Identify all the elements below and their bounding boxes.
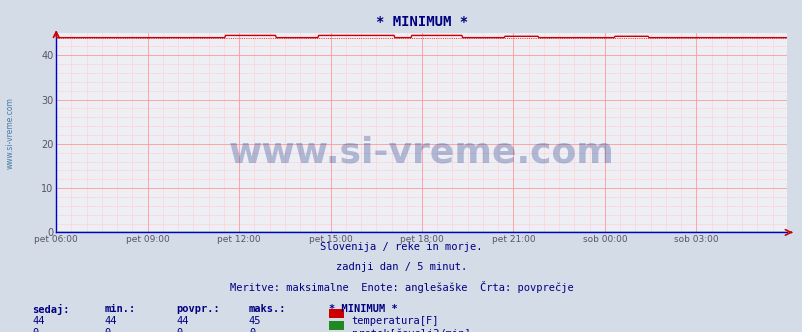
Text: 0: 0 xyxy=(176,328,183,332)
Text: Slovenija / reke in morje.: Slovenija / reke in morje. xyxy=(320,242,482,252)
Text: 45: 45 xyxy=(249,316,261,326)
Text: www.si-vreme.com: www.si-vreme.com xyxy=(6,97,15,169)
Text: 44: 44 xyxy=(32,316,45,326)
Text: Meritve: maksimalne  Enote: anglešaške  Črta: povprečje: Meritve: maksimalne Enote: anglešaške Čr… xyxy=(229,281,573,293)
Text: povpr.:: povpr.: xyxy=(176,304,220,314)
Text: temperatura[F]: temperatura[F] xyxy=(351,316,439,326)
Text: 44: 44 xyxy=(176,316,189,326)
Text: 0: 0 xyxy=(104,328,111,332)
Text: 0: 0 xyxy=(249,328,255,332)
Text: zadnji dan / 5 minut.: zadnji dan / 5 minut. xyxy=(335,262,467,272)
Title: * MINIMUM *: * MINIMUM * xyxy=(375,15,467,29)
Text: 44: 44 xyxy=(104,316,117,326)
Text: sedaj:: sedaj: xyxy=(32,304,70,315)
Text: 0: 0 xyxy=(32,328,38,332)
Text: www.si-vreme.com: www.si-vreme.com xyxy=(229,136,614,170)
Text: maks.:: maks.: xyxy=(249,304,286,314)
Text: pretok[čevelj3/min]: pretok[čevelj3/min] xyxy=(351,328,470,332)
Text: * MINIMUM *: * MINIMUM * xyxy=(329,304,398,314)
Text: min.:: min.: xyxy=(104,304,136,314)
